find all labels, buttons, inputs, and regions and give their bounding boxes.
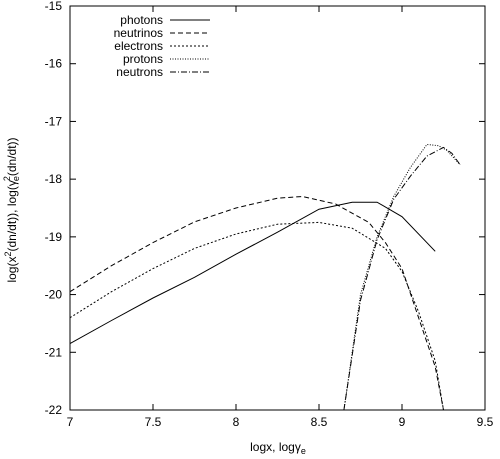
x-tick-label: 9 bbox=[399, 415, 406, 429]
x-tick-label: 8.5 bbox=[311, 415, 328, 429]
y-tick-label: -17 bbox=[45, 114, 63, 128]
y-tick-label: -21 bbox=[45, 345, 63, 359]
y-tick-label: -15 bbox=[45, 0, 63, 13]
x-axis-label: logx, logγe bbox=[250, 440, 306, 456]
series-line-neutrinos bbox=[69, 195, 444, 411]
legend-label-photons: photons bbox=[120, 13, 163, 27]
series-lines bbox=[69, 143, 461, 411]
legend-label-neutrinos: neutrinos bbox=[114, 26, 163, 40]
series-line-electrons bbox=[69, 221, 444, 411]
legend-label-neutrons: neutrons bbox=[116, 65, 163, 79]
y-axis-ticks: -22 -21 -20 -19 -18 -17 -16 -15 bbox=[45, 0, 485, 417]
x-tick-label: 7 bbox=[67, 415, 74, 429]
series-line-neutrons bbox=[343, 146, 461, 411]
y-tick-label: -16 bbox=[45, 57, 63, 71]
y-tick-label: -19 bbox=[45, 230, 63, 244]
y-tick-label: -22 bbox=[45, 403, 63, 417]
x-axis-ticks: 7 7.5 8 8.5 9 9.5 bbox=[67, 6, 494, 429]
legend-label-protons: protons bbox=[123, 52, 163, 66]
legend-label-electrons: electrons bbox=[114, 39, 163, 53]
y-tick-label: -18 bbox=[45, 172, 63, 186]
x-tick-label: 8 bbox=[233, 415, 240, 429]
x-tick-label: 9.5 bbox=[477, 415, 494, 429]
series-line-photons bbox=[69, 201, 436, 345]
plot-frame bbox=[69, 5, 486, 411]
y-axis-label: log(x2(dn/dt)), log(γe2(dn/dt)) bbox=[2, 137, 21, 282]
series-line-protons bbox=[343, 143, 461, 411]
y-tick-label: -20 bbox=[45, 288, 63, 302]
x-tick-label: 7.5 bbox=[145, 415, 162, 429]
